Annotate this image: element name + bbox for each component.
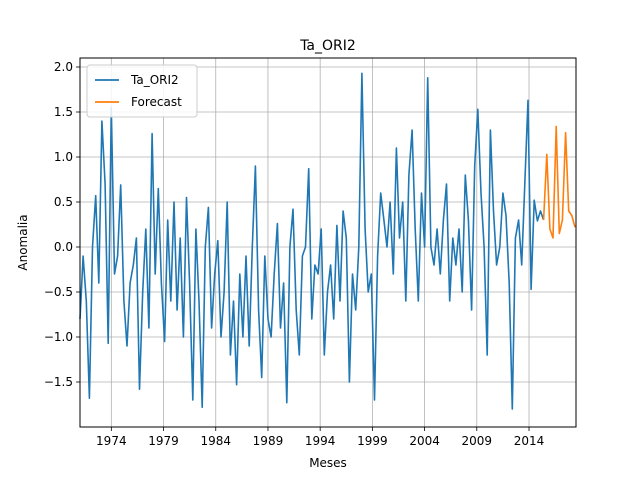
series-line-forecast — [542, 125, 576, 239]
legend: Ta_ORI2 Forecast — [86, 64, 198, 118]
y-tick-label: −1.0 — [44, 330, 73, 344]
y-tick-label: 1.5 — [54, 105, 73, 119]
legend-box — [86, 64, 198, 118]
y-tick-label: 0.0 — [54, 240, 73, 254]
x-axis-label: Meses — [309, 456, 347, 470]
y-tick-label: 0.5 — [54, 195, 73, 209]
x-tick-label: 2014 — [514, 434, 545, 448]
y-axis-ticks: −1.5 −1.0 −0.5 0.0 0.5 1.0 1.5 2.0 — [44, 60, 80, 389]
x-tick-label: 2004 — [409, 434, 440, 448]
series-line-ta-ori2 — [79, 72, 545, 410]
legend-label: Ta_ORI2 — [130, 73, 179, 87]
y-tick-label: 2.0 — [54, 60, 73, 74]
series-lines — [79, 72, 576, 410]
y-tick-label: 1.0 — [54, 150, 73, 164]
y-axis-label: Anomalia — [16, 214, 30, 270]
x-tick-label: 2009 — [462, 434, 493, 448]
legend-label: Forecast — [131, 95, 182, 109]
x-tick-label: 1999 — [357, 434, 388, 448]
x-axis-ticks: 1974 1979 1984 1989 1994 1999 2004 2009 2014 — [96, 427, 544, 448]
x-tick-label: 1984 — [200, 434, 231, 448]
x-tick-label: 1989 — [253, 434, 284, 448]
y-tick-label: −1.5 — [44, 375, 73, 389]
x-tick-label: 1979 — [148, 434, 179, 448]
x-tick-label: 1994 — [305, 434, 336, 448]
x-tick-label: 1974 — [96, 434, 127, 448]
chart-title: Ta_ORI2 — [299, 38, 356, 54]
y-tick-label: −0.5 — [44, 285, 73, 299]
plot-frame — [79, 57, 577, 428]
